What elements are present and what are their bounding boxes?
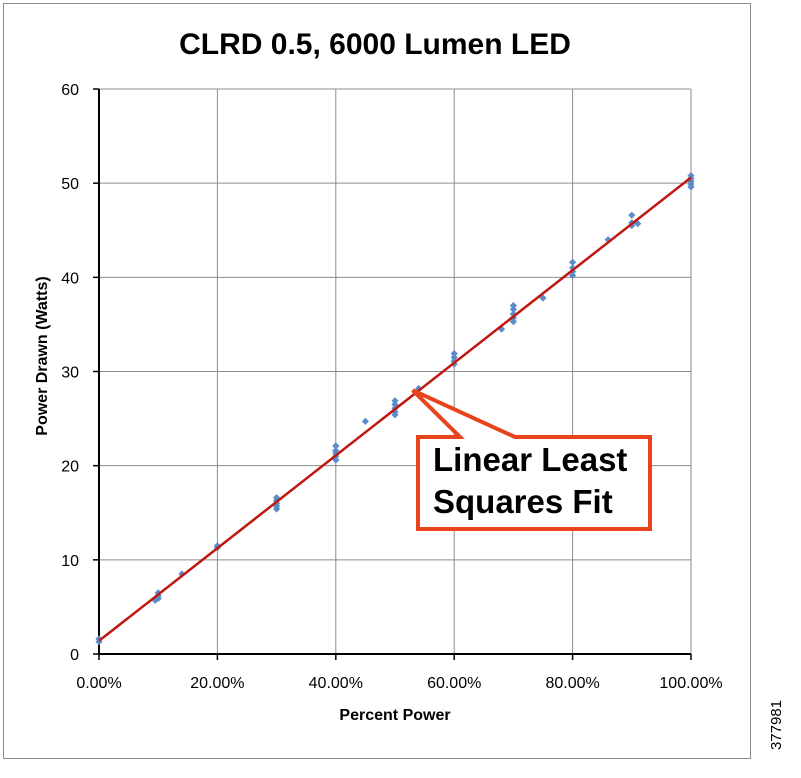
y-tick-label: 30: [61, 365, 79, 382]
data-point: [509, 310, 517, 318]
x-tick-label: 80.00%: [545, 675, 599, 692]
data-point: [391, 397, 399, 405]
data-point: [213, 542, 221, 550]
y-tick-label: 0: [70, 647, 79, 664]
data-point: [628, 211, 636, 219]
data-point: [569, 264, 577, 272]
data-point: [569, 271, 577, 280]
annotation-callout: Linear Least Squares Fit: [411, 388, 652, 531]
axes: [93, 88, 692, 660]
x-tick-label: 100.00%: [659, 675, 722, 692]
data-point: [273, 494, 281, 502]
data-point: [332, 447, 340, 455]
y-tick-label: 20: [61, 459, 79, 476]
data-point: [332, 442, 340, 450]
data-point: [509, 301, 517, 310]
y-tick-labels: 0 10 20 30 40 50 60: [61, 82, 79, 664]
data-point: [361, 417, 369, 426]
y-tick-label: 10: [61, 553, 79, 570]
x-tick-label: 60.00%: [427, 675, 481, 692]
data-point: [509, 317, 517, 326]
x-axis-label: Percent Power: [339, 707, 450, 724]
y-tick-label: 50: [61, 176, 79, 193]
chart-title: CLRD 0.5, 6000 Lumen LED: [179, 28, 571, 61]
figure-id: 377981: [768, 700, 785, 750]
y-tick-label: 40: [61, 270, 79, 287]
fit-line-group: [98, 176, 692, 642]
data-point: [509, 305, 517, 313]
fit-line: [98, 176, 692, 642]
x-tick-label: 0.00%: [76, 675, 121, 692]
x-tick-label: 20.00%: [190, 675, 244, 692]
data-point: [178, 570, 186, 578]
data-point: [450, 353, 458, 361]
x-tick-labels: 0.00% 20.00% 40.00% 60.00% 80.00% 100.00%: [76, 675, 722, 692]
data-point: [450, 350, 458, 358]
callout-text-line: Squares Fit: [433, 483, 613, 520]
grid-lines: [99, 88, 692, 654]
data-point: [569, 258, 577, 266]
chart-frame: [3, 3, 751, 759]
callout-text-line: Linear Least: [433, 441, 627, 478]
y-axis-label: Power Drawn (Watts): [34, 276, 51, 435]
data-point: [95, 635, 103, 643]
y-tick-label: 60: [61, 82, 79, 99]
data-point: [151, 596, 159, 604]
x-tick-label: 40.00%: [309, 675, 363, 692]
callout-box: [411, 388, 652, 531]
